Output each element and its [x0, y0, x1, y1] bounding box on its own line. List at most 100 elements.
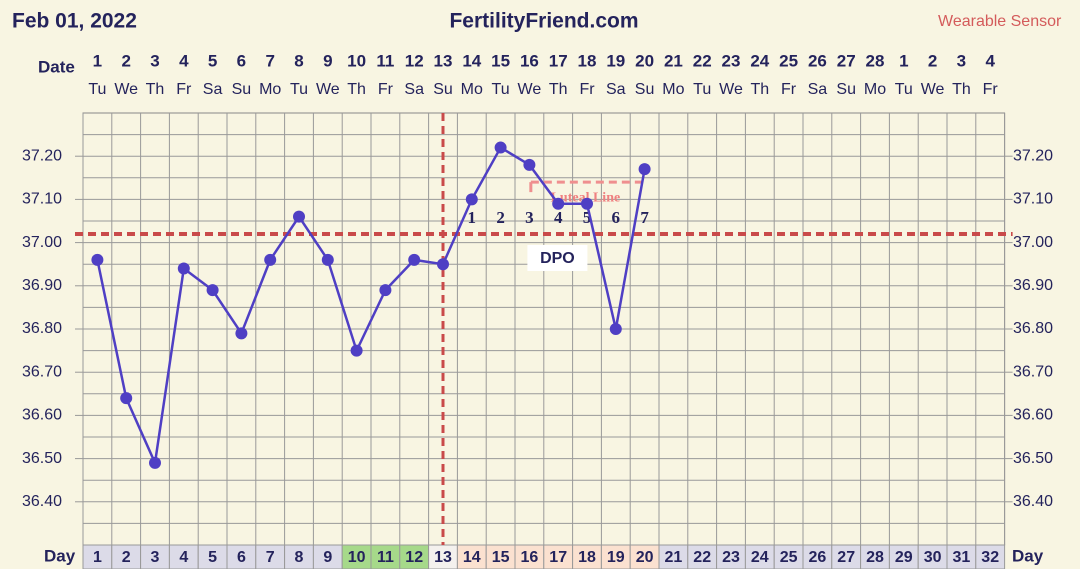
day-number: 30 — [924, 549, 942, 566]
date-number: 28 — [866, 51, 885, 70]
date-number: 1 — [899, 51, 908, 70]
day-cell — [456, 544, 487, 569]
site-title: FertilityFriend.com — [449, 10, 638, 33]
day-cell — [226, 544, 257, 569]
weekday: Th — [347, 81, 366, 98]
day-number: 16 — [521, 549, 539, 566]
weekday: Th — [952, 81, 971, 98]
weekday: Sa — [606, 81, 626, 98]
temperature-point — [437, 258, 449, 271]
day-number: 13 — [434, 549, 452, 566]
day-number: 12 — [405, 549, 423, 566]
day-cell — [82, 544, 113, 569]
weekday: Tu — [492, 81, 510, 98]
day-number: 20 — [636, 549, 654, 566]
temperature-point — [465, 193, 478, 206]
date-number: 19 — [606, 51, 625, 70]
dpo-number: 6 — [612, 208, 621, 227]
y-tick-label-right: 36.50 — [1013, 450, 1053, 467]
day-number: 15 — [492, 549, 510, 566]
date-number: 16 — [520, 51, 539, 70]
date-number: 24 — [750, 51, 769, 70]
temperature-point — [609, 323, 622, 335]
day-cell — [716, 544, 746, 569]
weekday: Fr — [579, 81, 595, 98]
day-number: 9 — [323, 549, 332, 566]
y-tick-label-right: 36.40 — [1013, 493, 1053, 510]
temperature-point — [552, 197, 565, 210]
day-number: 26 — [809, 549, 827, 566]
weekday: Fr — [176, 81, 192, 98]
day-number: 1 — [93, 549, 102, 566]
day-cell — [773, 544, 804, 569]
weekday: We — [114, 81, 138, 98]
weekday: Fr — [781, 81, 797, 98]
y-tick-label: 37.00 — [22, 234, 62, 251]
dpo-number: 1 — [468, 208, 477, 227]
day-cell — [312, 544, 343, 569]
day-number: 24 — [751, 549, 769, 566]
y-tick-label-right: 37.00 — [1013, 234, 1053, 251]
y-tick-label-right: 36.60 — [1013, 407, 1053, 424]
day-cell — [370, 544, 401, 569]
day-cell — [399, 544, 430, 569]
y-tick-label-right: 37.20 — [1013, 147, 1053, 164]
day-number: 25 — [780, 549, 798, 566]
dpo-number: 5 — [583, 208, 592, 227]
date-number: 21 — [664, 51, 683, 70]
temperature-point — [379, 284, 392, 297]
weekday: Mo — [259, 81, 281, 98]
dpo-number: 2 — [496, 208, 505, 227]
day-cell — [543, 544, 574, 569]
temperature-point — [206, 284, 219, 297]
y-tick-label-right: 36.90 — [1013, 277, 1053, 294]
day-number: 10 — [348, 549, 366, 566]
y-tick-label: 37.20 — [22, 147, 62, 164]
chart-date: Feb 01, 2022 — [12, 10, 137, 33]
weekday: Sa — [404, 81, 424, 98]
day-number: 7 — [266, 549, 275, 566]
day-label: Day — [44, 546, 76, 565]
date-number: 22 — [693, 51, 712, 70]
date-number: 23 — [722, 51, 741, 70]
day-number: 6 — [237, 549, 246, 566]
day-number: 28 — [866, 549, 884, 566]
temperature-point — [264, 253, 277, 266]
temperature-line — [96, 145, 646, 468]
date-number: 1 — [93, 51, 102, 70]
y-tick-label-right: 36.70 — [1013, 363, 1053, 380]
date-number: 5 — [208, 51, 217, 70]
dpo-number: 7 — [640, 208, 649, 227]
day-number: 5 — [208, 549, 217, 566]
date-number: 2 — [121, 51, 130, 70]
y-tick-label: 36.90 — [22, 277, 62, 294]
weekday: Su — [836, 81, 856, 98]
day-number: 3 — [151, 549, 160, 566]
y-tick-label: 36.40 — [22, 493, 62, 510]
data-source: Wearable Sensor — [938, 13, 1062, 30]
temperature-point — [235, 327, 248, 340]
day-number: 4 — [179, 549, 188, 566]
date-number: 10 — [347, 51, 366, 70]
day-number: 8 — [295, 549, 304, 566]
day-number: 19 — [607, 549, 625, 566]
weekday: We — [921, 81, 945, 98]
weekday: Tu — [895, 81, 913, 98]
day-number: 14 — [463, 549, 481, 566]
day-cell — [946, 544, 977, 569]
day-cell — [341, 544, 372, 569]
weekday: Sa — [808, 81, 828, 98]
weekday: Th — [549, 81, 568, 98]
day-label-right: Day — [1012, 546, 1044, 565]
temperature-point — [494, 141, 507, 154]
date-number: 8 — [294, 51, 303, 70]
day-cell — [860, 544, 890, 569]
date-number: 27 — [837, 51, 856, 70]
day-number: 27 — [837, 549, 855, 566]
weekday: Su — [635, 81, 655, 98]
temperature-point — [293, 210, 305, 223]
date-number: 2 — [928, 51, 937, 70]
dpo-label: DPO — [540, 250, 575, 267]
day-cell — [687, 544, 718, 569]
